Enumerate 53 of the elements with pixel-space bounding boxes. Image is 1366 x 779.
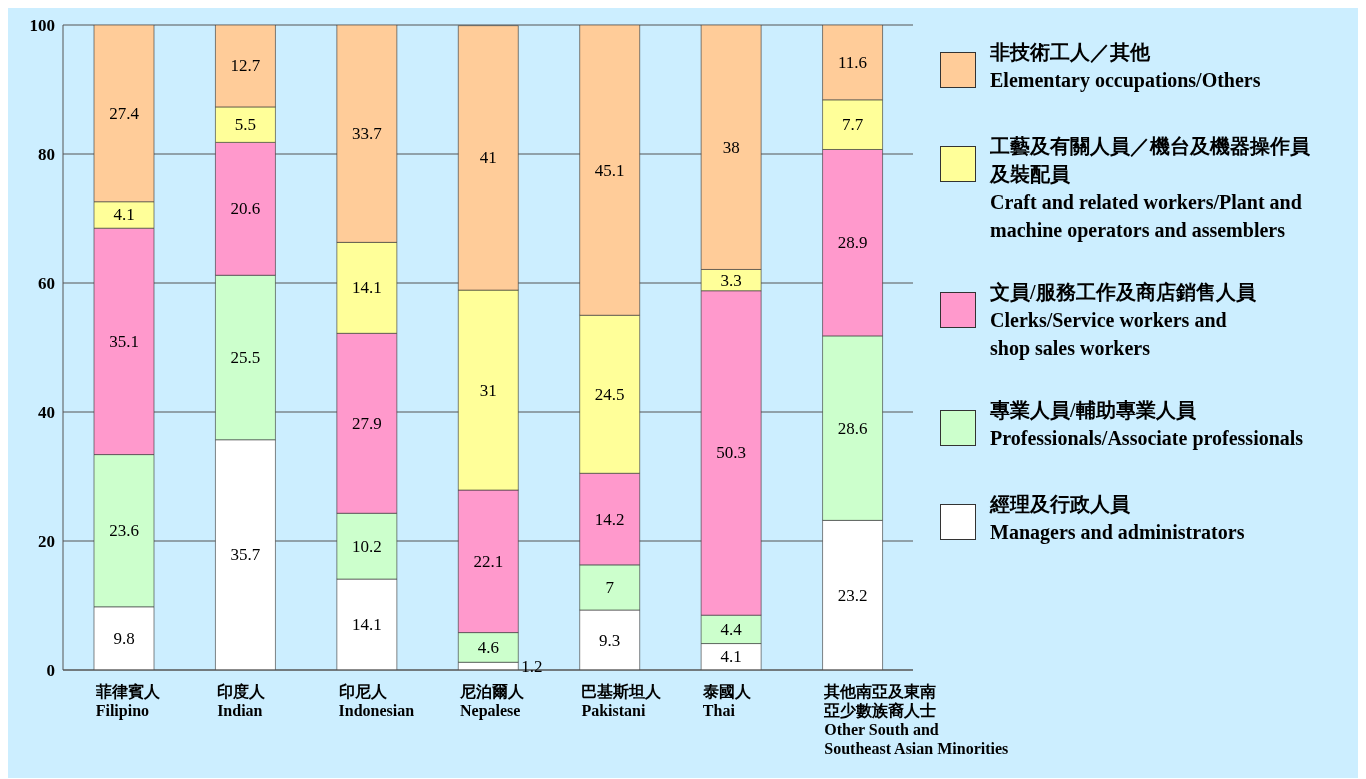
data-label: 25.5 — [230, 348, 261, 367]
data-label: 14.1 — [351, 615, 382, 635]
data-label: 11.6 — [838, 52, 868, 72]
data-label: 7.7 — [841, 115, 864, 135]
data-label: 20.6 — [230, 199, 261, 219]
data-label: 28.6 — [837, 418, 868, 438]
data-label: 50.3 — [716, 443, 747, 463]
data-label: 10.2 — [351, 536, 382, 556]
data-label: 1.2 — [521, 656, 543, 676]
x-tick-label: 巴基斯坦人 Pakistani — [581, 683, 663, 719]
data-label: 5.5 — [234, 115, 257, 135]
legend-label: 非技術工人／其他 Elementary occupations/Others — [990, 40, 1262, 94]
data-label: 9.3 — [599, 630, 621, 650]
data-label: 9.8 — [113, 628, 135, 648]
x-tick-label: 其他南亞及東南亞少數族裔人士 Other South and Southeast Asian Minorities — [823, 683, 1009, 757]
data-label: 38 — [722, 137, 740, 157]
y-tick-label: 60 — [38, 274, 55, 294]
data-label: 4.6 — [477, 637, 499, 657]
data-label: 33.7 — [351, 124, 383, 144]
data-label: 23.6 — [109, 521, 139, 541]
data-label: 35.7 — [230, 545, 261, 565]
data-label: 45.1 — [594, 160, 625, 180]
y-tick-label: 40 — [38, 403, 55, 423]
data-label: 22.1 — [473, 551, 504, 571]
data-label: 31 — [479, 380, 497, 400]
data-label: 7 — [605, 577, 615, 597]
x-tick-label: 印尼人 Indonesian — [338, 683, 415, 719]
data-label: 3.3 — [720, 270, 742, 290]
data-label: 35.1 — [109, 331, 139, 351]
x-tick-label: 印度人 Indian — [217, 682, 267, 719]
y-tick-label: 80 — [38, 145, 55, 165]
data-label: 24.5 — [594, 384, 625, 404]
data-label: 27.4 — [109, 103, 140, 123]
x-tick-label: 泰國人 Thai — [701, 683, 752, 719]
data-label: 14.1 — [351, 278, 382, 298]
data-label: 23.2 — [837, 585, 868, 605]
text: 工藝及有關人員／機台及機器操作員及裝配員 Craft and related workers/Plant and machine operators and assemblers — [990, 134, 1311, 244]
data-label: 4.1 — [720, 647, 742, 667]
legend-label: 專業人員/輔助專業人員 Professionals/Associate professionals — [990, 398, 1305, 452]
data-label: 27.9 — [351, 413, 382, 433]
legend-label: 文員/服務工作及商店銷售人員 Clerks/Service workers and shop sales workers — [990, 280, 1257, 362]
data-label: 12.7 — [230, 56, 261, 76]
data-label: 4.4 — [720, 619, 743, 639]
y-tick-label: 100 — [29, 16, 55, 36]
data-label: 4.1 — [113, 205, 135, 225]
data-label: 41 — [479, 148, 497, 168]
legend-label: 經理及行政人員 Managers and administrators — [990, 492, 1246, 546]
x-tick-label: 尼泊爾人 Nepalese — [459, 683, 525, 720]
y-tick-label: 0 — [46, 661, 55, 681]
y-tick-label: 20 — [38, 532, 55, 552]
data-label: 14.2 — [594, 509, 625, 529]
x-tick-label: 菲律賓人 Filipino — [94, 682, 161, 720]
data-label: 28.9 — [837, 233, 868, 253]
